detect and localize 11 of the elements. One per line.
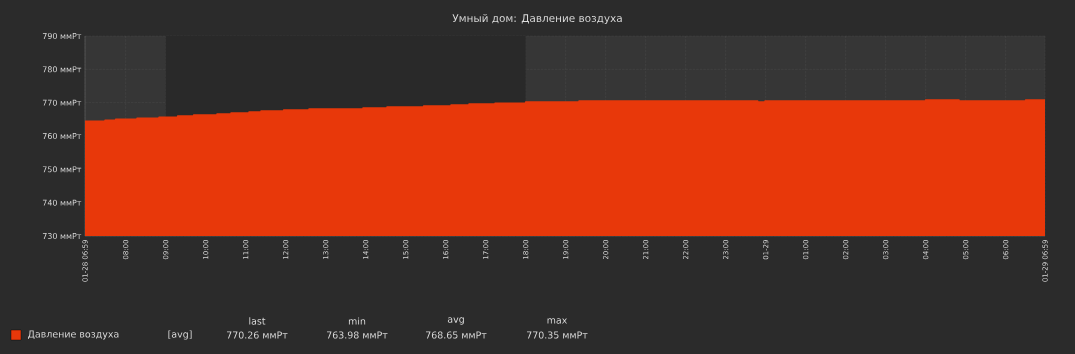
text: avg	[447, 317, 464, 325]
text: Давление воздуха	[27, 330, 119, 340]
text: 768.65 ммРт	[425, 331, 487, 339]
text: 763.98 ммРт	[326, 331, 388, 339]
text: min	[348, 317, 366, 325]
text: 770.35 ммРт	[526, 331, 588, 339]
text: last	[249, 317, 266, 325]
chart-title: Умный дом: Давление воздуха	[452, 13, 622, 25]
text: [avg]	[168, 330, 192, 340]
text: max	[547, 318, 568, 324]
text: 770.26 ммРт	[226, 331, 288, 339]
